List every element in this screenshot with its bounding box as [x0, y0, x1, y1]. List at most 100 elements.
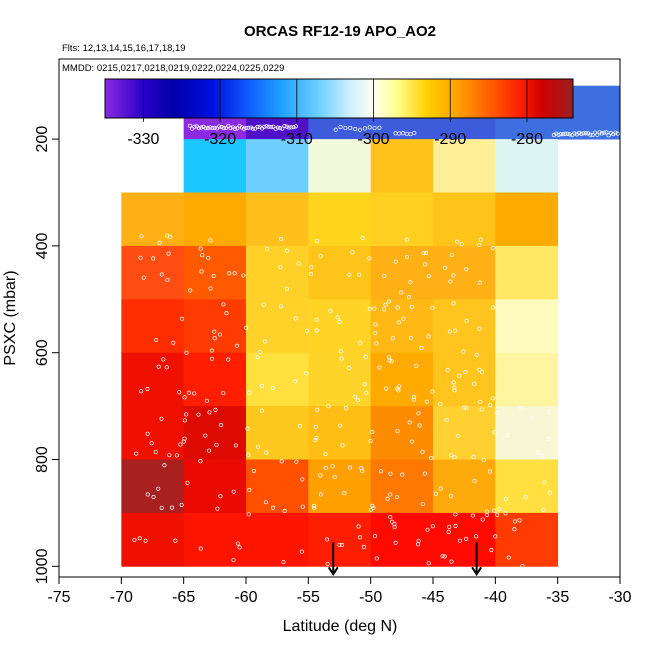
sample-point — [394, 494, 399, 500]
y-axis-label: PSXC (mbar) — [2, 270, 19, 365]
sample-point — [592, 130, 597, 135]
sample-point — [606, 133, 611, 138]
sample-point — [343, 406, 348, 411]
sample-point — [318, 254, 323, 259]
sample-point — [583, 131, 588, 136]
sample-point — [293, 379, 298, 384]
sample-point — [425, 527, 430, 532]
sample-point — [448, 279, 453, 284]
mmdd-label: MMDD: 0215,0217,0218,0219,0222,0224,0225… — [62, 63, 284, 74]
sample-point — [291, 125, 296, 130]
sample-point — [262, 339, 267, 344]
sample-point — [342, 491, 347, 496]
sample-point — [449, 252, 454, 258]
sample-point — [213, 407, 218, 412]
x-tick-label: -65 — [172, 589, 195, 606]
sample-point — [484, 512, 490, 518]
sample-point — [190, 126, 195, 131]
sample-point — [457, 373, 462, 378]
sample-point — [364, 390, 369, 395]
sample-point — [446, 529, 451, 534]
sample-point — [323, 465, 328, 471]
sample-point — [558, 132, 563, 137]
sample-point — [361, 544, 366, 549]
sample-point — [223, 125, 229, 131]
sample-point — [453, 328, 458, 333]
sample-point — [337, 319, 342, 324]
sample-point — [205, 126, 210, 131]
sample-point — [535, 450, 540, 455]
sample-point — [179, 502, 184, 507]
sample-point — [198, 246, 203, 251]
sample-point — [198, 459, 203, 464]
colorbar: -330 -320 -310 -300 -290 -280 — [104, 78, 574, 148]
sample-point — [209, 348, 214, 353]
sample-point — [218, 423, 224, 428]
sample-point — [347, 272, 352, 277]
sample-point — [159, 505, 164, 510]
sample-point — [477, 242, 482, 247]
sample-point — [408, 280, 413, 285]
sample-point — [226, 123, 231, 128]
sample-point — [235, 541, 240, 546]
sample-point — [208, 286, 213, 291]
sample-point — [377, 365, 382, 370]
heatmap-cell — [183, 192, 247, 247]
sample-point — [396, 320, 401, 325]
sample-point — [373, 330, 378, 336]
sample-point — [333, 127, 338, 132]
sample-point — [325, 561, 330, 566]
sample-point — [461, 349, 466, 354]
sample-point — [237, 545, 242, 550]
sample-point — [505, 433, 510, 438]
sample-point — [241, 126, 247, 131]
sample-point — [470, 513, 475, 518]
sample-point — [374, 556, 379, 561]
sample-point — [284, 124, 289, 129]
sample-point — [289, 125, 294, 130]
sample-point — [386, 299, 391, 304]
sample-point — [318, 473, 323, 478]
sample-point — [604, 130, 609, 135]
y-tick-label: 600 — [34, 339, 51, 366]
sample-point — [416, 542, 421, 547]
heatmap-cell — [495, 139, 559, 193]
sample-point — [426, 274, 431, 279]
sample-point — [246, 452, 251, 457]
sample-point — [560, 132, 566, 137]
x-tick-label: -55 — [297, 589, 320, 606]
sample-point — [264, 124, 269, 129]
sample-point — [474, 534, 479, 539]
sample-point — [430, 305, 435, 310]
heatmap-cell — [433, 406, 496, 460]
sample-point — [407, 420, 412, 425]
heatmap-cell — [183, 459, 247, 514]
sample-point — [271, 505, 276, 510]
sample-point — [153, 449, 158, 455]
x-tick-label: -70 — [110, 589, 133, 606]
sample-point — [479, 407, 484, 412]
sample-point — [503, 511, 508, 516]
sample-point — [343, 125, 348, 131]
sample-point — [162, 463, 167, 468]
sample-point — [166, 251, 171, 256]
sample-point — [221, 391, 226, 396]
sample-point — [308, 271, 313, 277]
x-axis-label: Latitude (deg N) — [283, 618, 398, 635]
sample-point — [232, 126, 238, 131]
heatmap-cell — [495, 192, 559, 247]
sample-point — [588, 132, 593, 137]
sample-point — [348, 125, 353, 130]
heatmap-cell — [495, 512, 559, 567]
sample-point — [497, 507, 502, 512]
sample-point — [523, 495, 528, 500]
heatmap-cell — [121, 192, 185, 247]
sample-point — [210, 125, 215, 130]
sample-point — [270, 385, 275, 391]
sample-point — [247, 487, 252, 493]
heatmap-cell — [121, 459, 185, 514]
sample-point — [362, 126, 367, 131]
sample-point — [259, 384, 264, 389]
sample-point — [203, 433, 208, 438]
sample-point — [503, 496, 508, 502]
